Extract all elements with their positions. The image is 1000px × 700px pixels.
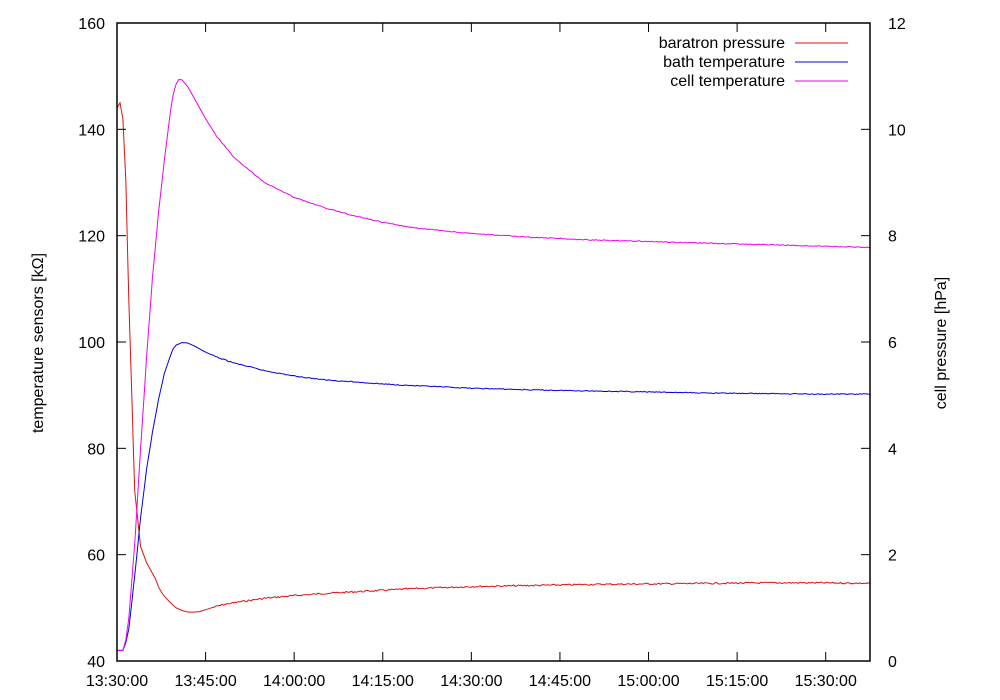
x-tick-label: 14:00:00 bbox=[263, 673, 325, 690]
y-right-tick-label: 4 bbox=[888, 441, 897, 458]
y-right-tick-label: 8 bbox=[888, 229, 897, 246]
x-tick-label: 14:30:00 bbox=[440, 673, 502, 690]
y-left-tick-label: 60 bbox=[87, 548, 105, 565]
legend-label: cell temperature bbox=[670, 73, 785, 90]
legend-label: bath temperature bbox=[663, 54, 785, 71]
y-axis-left: 40 60 80 100 120 140 160 bbox=[78, 16, 126, 671]
legend: baratron pressure bath temperature cell te… bbox=[659, 35, 848, 90]
y-axis-right: 0 2 4 6 8 10 12 bbox=[861, 16, 906, 671]
y-right-tick-label: 2 bbox=[888, 548, 897, 565]
x-tick-label: 15:00:00 bbox=[617, 673, 679, 690]
x-tick-label: 15:30:00 bbox=[795, 673, 857, 690]
plot-frame bbox=[116, 22, 871, 662]
x-tick-label: 13:45:00 bbox=[174, 673, 236, 690]
series-line-baratron-pressure bbox=[116, 101, 871, 613]
x-tick-label: 14:15:00 bbox=[352, 673, 414, 690]
y-right-tick-label: 10 bbox=[888, 122, 906, 139]
y-left-tick-label: 100 bbox=[78, 335, 105, 352]
plot-border bbox=[116, 22, 871, 662]
x-tick-label: 13:30:00 bbox=[86, 673, 148, 690]
x-axis: 13:30:00 13:45:00 14:00:00 14:15:00 14:30:00… bbox=[86, 23, 857, 690]
y-axis-right-title: cell pressure [hPa] bbox=[933, 277, 950, 410]
y-right-tick-label: 12 bbox=[888, 16, 906, 33]
y-right-tick-label: 0 bbox=[888, 654, 897, 671]
legend-label: baratron pressure bbox=[659, 35, 785, 52]
y-left-tick-label: 140 bbox=[78, 122, 105, 139]
y-left-tick-label: 120 bbox=[78, 229, 105, 246]
series-line-cell-temperature bbox=[117, 78, 871, 651]
series-line-bath-temperature bbox=[117, 341, 871, 651]
y-axis-left-title: temperature sensors [kΩ] bbox=[30, 253, 47, 433]
x-tick-label: 14:45:00 bbox=[529, 673, 591, 690]
y-left-tick-label: 80 bbox=[87, 441, 105, 458]
y-left-tick-label: 40 bbox=[87, 654, 105, 671]
y-left-tick-label: 160 bbox=[78, 16, 105, 33]
series-layer bbox=[116, 78, 871, 651]
x-tick-label: 15:15:00 bbox=[706, 673, 768, 690]
y-right-tick-label: 6 bbox=[888, 335, 897, 352]
